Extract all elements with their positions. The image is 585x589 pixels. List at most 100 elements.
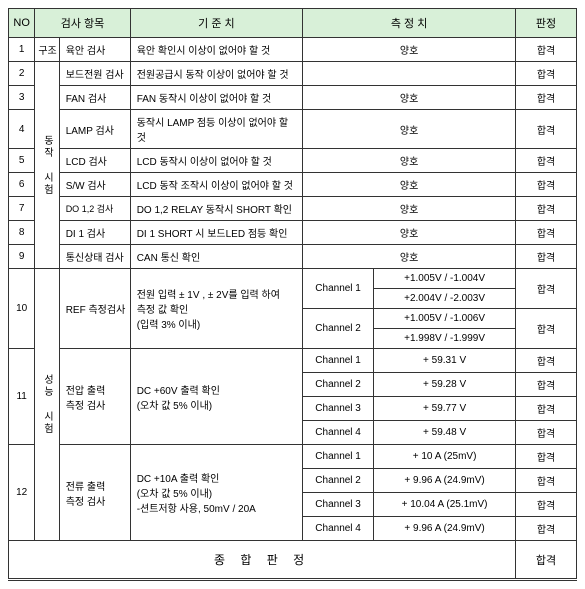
cell-judge: 합격 <box>516 349 577 373</box>
cell-meas: 양호 <box>303 86 516 110</box>
cell-judge: 합격 <box>516 245 577 269</box>
cell-judge: 합격 <box>516 62 577 86</box>
cell-judge: 합격 <box>516 309 577 349</box>
table-row: 2 동작 시험 보드전원 검사 전원공급시 동작 이상이 없어야 할 것 합격 <box>9 62 577 86</box>
cell-judge: 합격 <box>516 110 577 149</box>
table-row: 11 전압 출력 측정 검사 DC +60V 출력 확인 (오차 값 5% 이내… <box>9 349 577 373</box>
cell-item: 전압 출력 측정 검사 <box>59 349 130 445</box>
table-row: 7 DO 1,2 검사 DO 1,2 RELAY 동작시 SHORT 확인 양호… <box>9 197 577 221</box>
cell-no: 10 <box>9 269 35 349</box>
cell-no: 11 <box>9 349 35 445</box>
cell-meas: 양호 <box>303 38 516 62</box>
cell-no: 2 <box>9 62 35 86</box>
cell-item: DI 1 검사 <box>59 221 130 245</box>
cell-channel: Channel 2 <box>303 373 374 397</box>
cell-meas: 양호 <box>303 245 516 269</box>
cell-judge: 합격 <box>516 197 577 221</box>
cell-item: LCD 검사 <box>59 149 130 173</box>
cell-item: DO 1,2 검사 <box>59 197 130 221</box>
cell-channel: Channel 3 <box>303 397 374 421</box>
cell-meas <box>303 62 516 86</box>
cell-meas: 양호 <box>303 221 516 245</box>
col-judge: 판정 <box>516 9 577 38</box>
group-operation: 동작 시험 <box>35 62 59 269</box>
cell-item: REF 측정검사 <box>59 269 130 349</box>
cell-judge: 합격 <box>516 469 577 493</box>
cell-std: DO 1,2 RELAY 동작시 SHORT 확인 <box>130 197 302 221</box>
table-row: 10 성능 시험 REF 측정검사 전원 입력 ± 1V , ± 2V를 입력 … <box>9 269 577 289</box>
cell-no: 9 <box>9 245 35 269</box>
cell-judge: 합격 <box>516 445 577 469</box>
cell-std: 동작시 LAMP 점등 이상이 없어야 할 것 <box>130 110 302 149</box>
cell-judge: 합격 <box>516 38 577 62</box>
cell-channel: Channel 2 <box>303 469 374 493</box>
summary-value: 합격 <box>516 541 577 580</box>
cell-item: 보드전원 검사 <box>59 62 130 86</box>
cell-std: 육안 확인시 이상이 없어야 할 것 <box>130 38 302 62</box>
cell-no: 8 <box>9 221 35 245</box>
cell-judge: 합격 <box>516 221 577 245</box>
cell-judge: 합격 <box>516 517 577 541</box>
table-row: 9 통신상태 검사 CAN 통신 확인 양호 합격 <box>9 245 577 269</box>
cell-std: DC +10A 출력 확인 (오차 값 5% 이내) -션트저항 사용, 50m… <box>130 445 302 541</box>
cell-item: FAN 검사 <box>59 86 130 110</box>
cell-no: 12 <box>9 445 35 541</box>
cell-no: 3 <box>9 86 35 110</box>
cell-judge: 합격 <box>516 149 577 173</box>
cell-meas: 양호 <box>303 149 516 173</box>
col-std: 기 준 치 <box>130 9 302 38</box>
table-row: 5 LCD 검사 LCD 동작시 이상이 없어야 할 것 양호 합격 <box>9 149 577 173</box>
col-item: 검사 항목 <box>35 9 130 38</box>
cell-value: + 59.28 V <box>374 373 516 397</box>
header-row: NO 검사 항목 기 준 치 측 정 치 판정 <box>9 9 577 38</box>
table-row: 12 전류 출력 측정 검사 DC +10A 출력 확인 (오차 값 5% 이내… <box>9 445 577 469</box>
cell-no: 6 <box>9 173 35 197</box>
cell-channel: Channel 4 <box>303 421 374 445</box>
group-performance: 성능 시험 <box>35 269 59 541</box>
cell-value: +1.998V / -1.999V <box>374 329 516 349</box>
col-no: NO <box>9 9 35 38</box>
table-row: 8 DI 1 검사 DI 1 SHORT 시 보드LED 점등 확인 양호 합격 <box>9 221 577 245</box>
col-measured: 측 정 치 <box>303 9 516 38</box>
cell-item: 통신상태 검사 <box>59 245 130 269</box>
cell-value: + 59.77 V <box>374 397 516 421</box>
cell-value: + 59.48 V <box>374 421 516 445</box>
cell-value: + 10.04 A (25.1mV) <box>374 493 516 517</box>
cell-std: DI 1 SHORT 시 보드LED 점등 확인 <box>130 221 302 245</box>
cell-value: +1.005V / -1.004V <box>374 269 516 289</box>
table-row: 4 LAMP 검사 동작시 LAMP 점등 이상이 없어야 할 것 양호 합격 <box>9 110 577 149</box>
cell-judge: 합격 <box>516 421 577 445</box>
cell-std: FAN 동작시 이상이 없어야 할 것 <box>130 86 302 110</box>
cell-channel: Channel 1 <box>303 269 374 309</box>
cell-judge: 합격 <box>516 173 577 197</box>
cell-no: 4 <box>9 110 35 149</box>
cell-item: S/W 검사 <box>59 173 130 197</box>
cell-no: 5 <box>9 149 35 173</box>
cell-channel: Channel 1 <box>303 349 374 373</box>
cell-meas: 양호 <box>303 197 516 221</box>
cell-no: 1 <box>9 38 35 62</box>
cell-judge: 합격 <box>516 86 577 110</box>
cell-meas: 양호 <box>303 110 516 149</box>
cell-cat: 구조 <box>35 38 59 62</box>
summary-label: 종 합 판 정 <box>9 541 516 580</box>
cell-no: 7 <box>9 197 35 221</box>
table-row: 6 S/W 검사 LCD 동작 조작시 이상이 없어야 할 것 양호 합격 <box>9 173 577 197</box>
cell-item: 육안 검사 <box>59 38 130 62</box>
inspection-table: NO 검사 항목 기 준 치 측 정 치 판정 1 구조 육안 검사 육안 확인… <box>8 8 577 581</box>
cell-item: 전류 출력 측정 검사 <box>59 445 130 541</box>
table-row: 1 구조 육안 검사 육안 확인시 이상이 없어야 할 것 양호 합격 <box>9 38 577 62</box>
cell-judge: 합격 <box>516 397 577 421</box>
cell-judge: 합격 <box>516 373 577 397</box>
cell-std: CAN 통신 확인 <box>130 245 302 269</box>
cell-item: LAMP 검사 <box>59 110 130 149</box>
cell-channel: Channel 2 <box>303 309 374 349</box>
cell-std: DC +60V 출력 확인 (오차 값 5% 이내) <box>130 349 302 445</box>
cell-meas: 양호 <box>303 173 516 197</box>
cell-value: + 9.96 A (24.9mV) <box>374 517 516 541</box>
cell-value: + 59.31 V <box>374 349 516 373</box>
cell-value: +2.004V / -2.003V <box>374 289 516 309</box>
cell-channel: Channel 4 <box>303 517 374 541</box>
cell-std: 전원공급시 동작 이상이 없어야 할 것 <box>130 62 302 86</box>
summary-row: 종 합 판 정 합격 <box>9 541 577 580</box>
